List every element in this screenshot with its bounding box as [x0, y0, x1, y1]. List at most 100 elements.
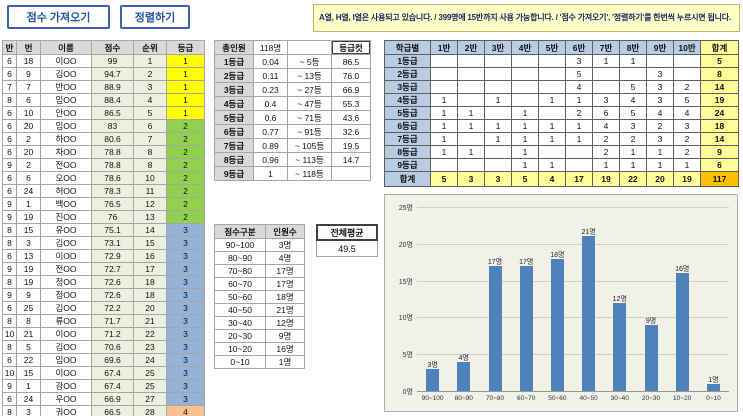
number-cell[interactable]: 9: [17, 68, 41, 81]
bracket-count-cell[interactable]: 3명: [266, 239, 305, 252]
class-grade-count-cell[interactable]: [566, 159, 593, 172]
class-grade-count-cell[interactable]: [539, 107, 566, 120]
number-cell[interactable]: 5: [17, 341, 41, 354]
score-cell[interactable]: 71.7: [92, 315, 134, 328]
bracket-count-cell[interactable]: 1명: [266, 356, 305, 369]
name-cell[interactable]: 전OO: [41, 263, 92, 276]
class-cell[interactable]: 6: [3, 55, 17, 68]
grade-ratio-cell[interactable]: 0.96: [254, 153, 288, 167]
class-grade-count-cell[interactable]: [674, 68, 701, 81]
class-grade-count-cell[interactable]: [458, 68, 485, 81]
class-sum-cell[interactable]: 20: [647, 172, 674, 187]
name-cell[interactable]: 김OO: [41, 68, 92, 81]
number-cell[interactable]: 25: [17, 302, 41, 315]
class-grade-count-cell[interactable]: 3: [566, 55, 593, 68]
score-cell[interactable]: 99: [92, 55, 134, 68]
grade-row-label[interactable]: 2등급: [385, 68, 431, 81]
name-cell[interactable]: 하OO: [41, 133, 92, 146]
score-cell[interactable]: 83: [92, 120, 134, 133]
class-grade-count-cell[interactable]: 2: [674, 146, 701, 159]
number-cell[interactable]: 10: [17, 107, 41, 120]
bracket-range-cell[interactable]: 70~80: [215, 265, 266, 278]
rank-cell[interactable]: 12: [134, 198, 167, 211]
grade-cell[interactable]: 1: [167, 68, 205, 81]
class-grade-count-cell[interactable]: 2: [647, 120, 674, 133]
class-cell[interactable]: 6: [3, 302, 17, 315]
name-cell[interactable]: 반OO: [41, 81, 92, 94]
class-table-corner[interactable]: 학급별: [385, 41, 431, 55]
rank-cell[interactable]: 22: [134, 328, 167, 341]
grade-rank-cell[interactable]: ~ 5등: [288, 55, 332, 69]
class-grade-count-cell[interactable]: [431, 159, 458, 172]
name-cell[interactable]: 강OO: [41, 380, 92, 393]
score-cell[interactable]: 78.6: [92, 172, 134, 185]
class-cell[interactable]: 6: [3, 393, 17, 406]
grade-rank-cell[interactable]: ~ 13등: [288, 69, 332, 83]
score-cell[interactable]: 75.1: [92, 224, 134, 237]
bracket-count-cell[interactable]: 9명: [266, 330, 305, 343]
bracket-range-cell[interactable]: 0~10: [215, 356, 266, 369]
sort-button[interactable]: 정렬하기: [120, 5, 190, 29]
class-grade-count-cell[interactable]: 4: [566, 81, 593, 94]
class-cell[interactable]: 8: [3, 94, 17, 107]
score-cell[interactable]: 70.6: [92, 341, 134, 354]
class-grade-count-cell[interactable]: [593, 81, 620, 94]
bracket-count-cell[interactable]: 12명: [266, 317, 305, 330]
count-col-header[interactable]: 인원수: [266, 225, 305, 239]
name-cell[interactable]: 허OO: [41, 185, 92, 198]
bracket-count-cell[interactable]: 18명: [266, 291, 305, 304]
grade-cell[interactable]: 2: [167, 159, 205, 172]
grade-cut-cell[interactable]: 76.0: [332, 69, 371, 83]
class-grade-count-cell[interactable]: 4: [647, 107, 674, 120]
number-cell[interactable]: 1: [17, 380, 41, 393]
average-value[interactable]: 49.5: [316, 241, 378, 257]
number-cell[interactable]: 20: [17, 120, 41, 133]
class-sum-cell[interactable]: 5: [512, 172, 539, 187]
class-grade-count-cell[interactable]: [458, 133, 485, 146]
grade-row-label[interactable]: 5등급: [385, 107, 431, 120]
class-grade-count-cell[interactable]: 1: [485, 120, 512, 133]
bracket-col-header[interactable]: 점수구분: [215, 225, 266, 239]
class-col-header[interactable]: 6반: [566, 41, 593, 55]
class-cell[interactable]: 9: [3, 263, 17, 276]
rank-cell[interactable]: 23: [134, 341, 167, 354]
name-cell[interactable]: 임OO: [41, 354, 92, 367]
class-cell[interactable]: 6: [3, 354, 17, 367]
class-grade-count-cell[interactable]: 4: [620, 94, 647, 107]
number-cell[interactable]: 2: [17, 133, 41, 146]
grade-rank-cell[interactable]: ~ 91등: [288, 125, 332, 139]
grade-cut-cell[interactable]: 66.9: [332, 83, 371, 97]
grade-cell[interactable]: 1: [167, 81, 205, 94]
footer-sum-label[interactable]: 합계: [385, 172, 431, 187]
bracket-range-cell[interactable]: 60~70: [215, 278, 266, 291]
rank-cell[interactable]: 16: [134, 250, 167, 263]
score-col-header[interactable]: 반: [3, 41, 17, 55]
class-col-header[interactable]: 10반: [674, 41, 701, 55]
class-col-header[interactable]: 3반: [485, 41, 512, 55]
class-grade-count-cell[interactable]: [512, 81, 539, 94]
score-cell[interactable]: 78.8: [92, 146, 134, 159]
grade-cell[interactable]: 2: [167, 120, 205, 133]
class-grade-count-cell[interactable]: 4: [674, 107, 701, 120]
grade-row-label[interactable]: 7등급: [385, 133, 431, 146]
class-grade-count-cell[interactable]: 1: [620, 159, 647, 172]
score-distribution-chart[interactable]: 0명 5명 10명 15명 20명 25명 3명 90~100 4명 80~90 17명 70~80 1…: [384, 194, 738, 412]
name-cell[interactable]: 김OO: [41, 302, 92, 315]
score-cell[interactable]: 72.2: [92, 302, 134, 315]
class-grade-count-cell[interactable]: [647, 55, 674, 68]
grade-rank-cell[interactable]: ~ 118등: [288, 167, 332, 181]
grade-cell[interactable]: 3: [167, 354, 205, 367]
total-count-value[interactable]: 118명: [254, 41, 288, 55]
class-grade-count-cell[interactable]: 2: [593, 146, 620, 159]
grade-cell[interactable]: 3: [167, 328, 205, 341]
grade-cell[interactable]: 2: [167, 146, 205, 159]
grade-ratio-cell[interactable]: 0.6: [254, 111, 288, 125]
score-cell[interactable]: 86.5: [92, 107, 134, 120]
class-grade-count-cell[interactable]: 1: [431, 146, 458, 159]
rank-cell[interactable]: 7: [134, 133, 167, 146]
class-grade-count-cell[interactable]: [485, 68, 512, 81]
name-cell[interactable]: 우OO: [41, 393, 92, 406]
grade-row-label[interactable]: 4등급: [385, 94, 431, 107]
grade-sum-cell[interactable]: 6: [701, 159, 739, 172]
class-cell[interactable]: 10: [3, 328, 17, 341]
